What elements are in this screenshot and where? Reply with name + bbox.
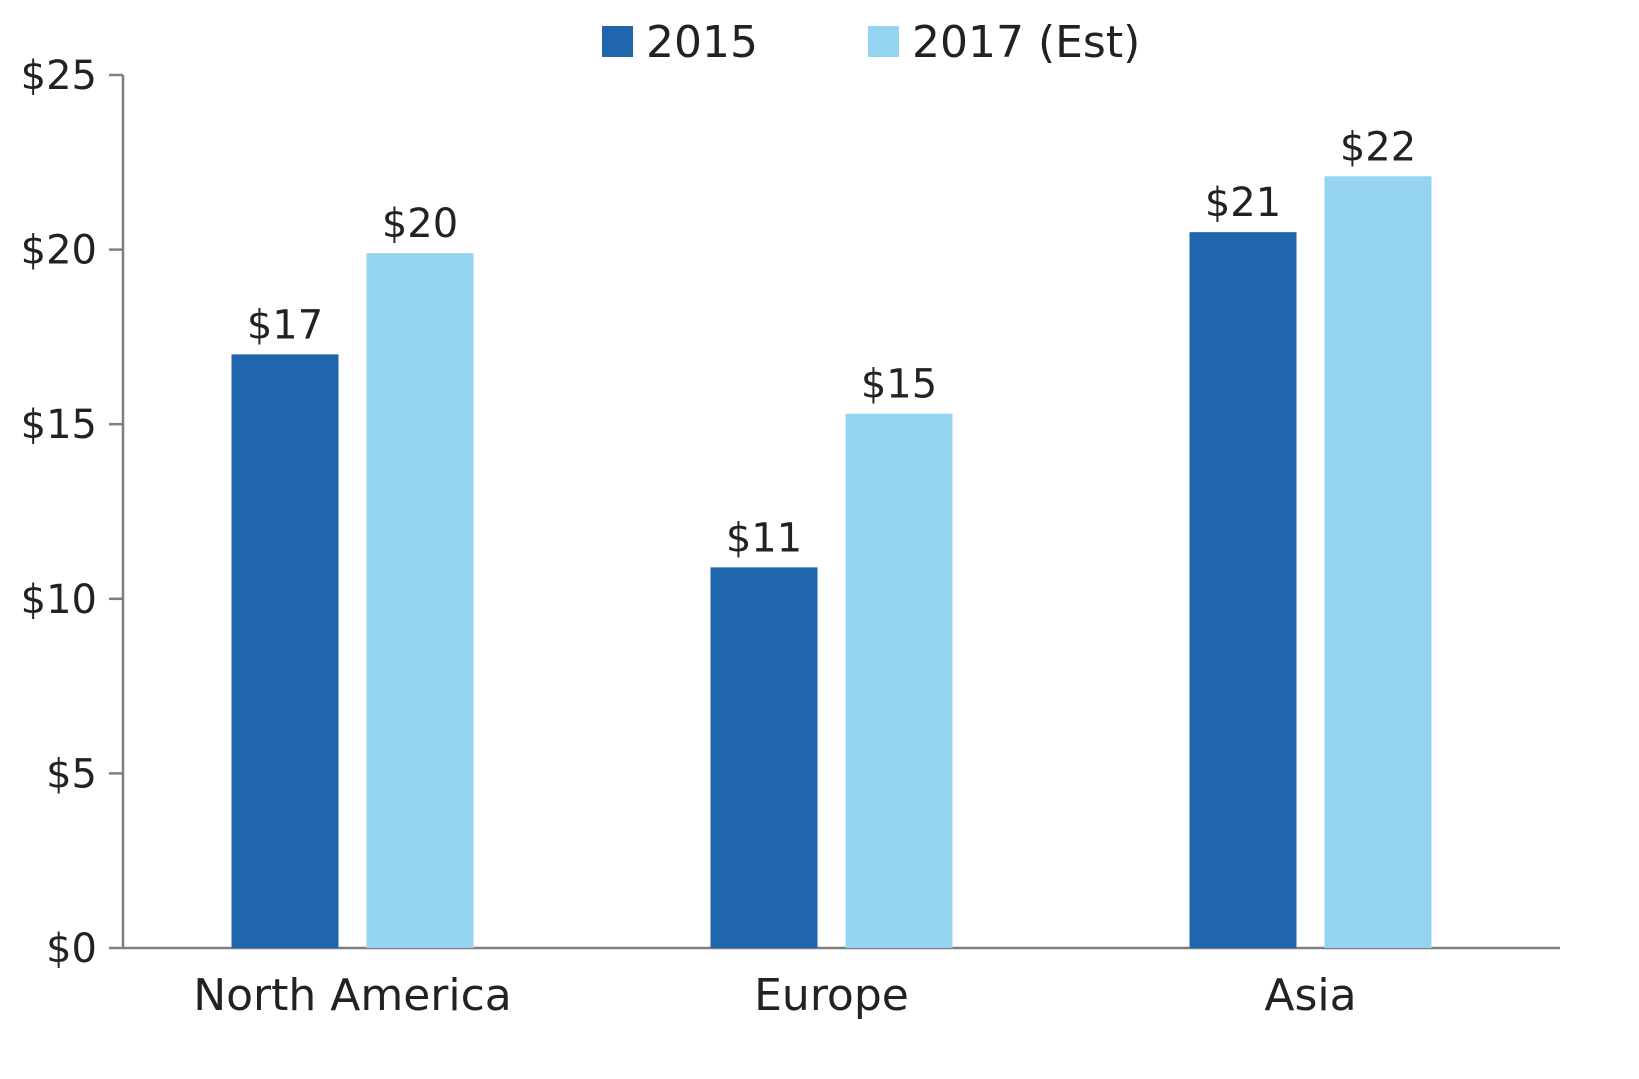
data-label: $20 [382,201,458,247]
data-labels: $17 $20 $11 $15 $21 $22 [247,124,1416,561]
legend: 2015 2017 (Est) [602,17,1140,68]
data-label: $15 [861,362,937,408]
data-label: $22 [1340,124,1416,170]
bar [366,253,474,949]
legend-swatch [868,26,899,57]
legend-swatch [602,26,633,57]
data-label: $11 [726,515,802,561]
x-axis: North America Europe Asia [123,946,1560,1021]
y-tick-label: $5 [46,751,97,797]
bar [845,413,953,948]
x-category-label: North America [193,970,512,1021]
y-tick-label: $15 [21,402,97,448]
x-category-label: Europe [754,970,909,1021]
legend-label: 2017 (Est) [912,17,1140,68]
x-category-label: Asia [1264,970,1356,1021]
y-tick-label: $20 [21,228,97,274]
bar [710,567,818,948]
data-label: $21 [1205,180,1281,226]
bar [1189,232,1297,948]
bar [231,354,339,948]
y-tick-label: $0 [46,926,97,972]
y-axis: $0 $5 $10 $15 $20 $25 [21,53,125,972]
data-label: $17 [247,302,323,348]
y-tick-label: $10 [21,577,97,623]
legend-label: 2015 [646,17,758,68]
bars [231,176,1432,949]
bar [1324,176,1432,948]
y-tick-label: $25 [21,53,97,99]
